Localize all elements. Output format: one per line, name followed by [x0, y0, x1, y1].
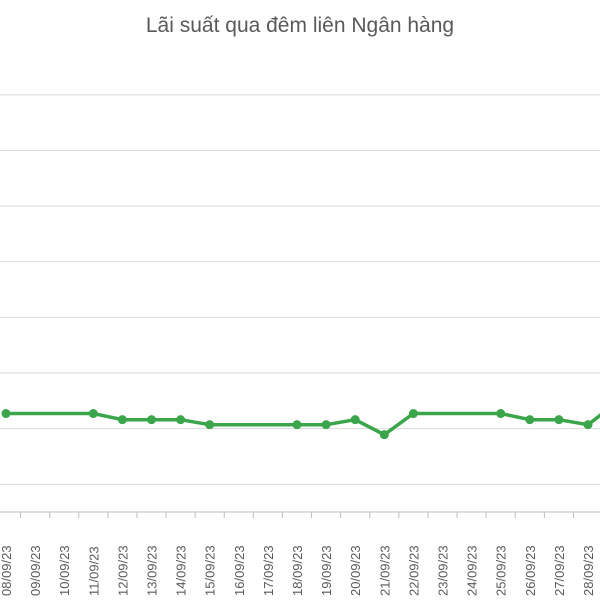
chart-title: Lãi suất qua đêm liên Ngân hàng	[145, 14, 455, 37]
data-point	[379, 430, 389, 440]
x-tick-label: 10/09/23	[57, 545, 72, 596]
x-tick-label: 18/09/23	[290, 545, 305, 596]
data-point	[88, 409, 98, 419]
x-tick-label: 24/09/23	[465, 545, 480, 596]
x-axis-ticks: 08/09/23 09/09/23 10/09/23 11/09/23 12/09/23…	[0, 512, 596, 596]
x-tick-label: 27/09/23	[552, 545, 567, 596]
data-point	[554, 415, 564, 425]
data-point	[350, 415, 360, 425]
x-tick-label: 13/09/23	[145, 545, 160, 596]
data-point	[321, 420, 331, 430]
data-point	[1, 409, 11, 419]
x-tick-label: 09/09/23	[28, 545, 43, 596]
data-point	[496, 409, 506, 419]
x-tick-label: 15/09/23	[203, 545, 218, 596]
x-tick-label: 19/09/23	[319, 545, 334, 596]
data-point	[525, 415, 535, 425]
x-tick-label: 21/09/23	[377, 545, 392, 596]
x-tick-label: 11/09/23	[86, 546, 101, 596]
x-tick-label: 25/09/23	[494, 545, 509, 596]
data-point	[292, 420, 302, 430]
x-tick-label: 26/09/23	[523, 545, 538, 596]
x-tick-label: 16/09/23	[232, 545, 247, 596]
x-tick-label: 20/09/23	[348, 545, 363, 596]
x-tick-label: 28/09/23	[581, 545, 596, 596]
x-tick-label: 14/09/23	[174, 545, 189, 596]
x-tick-label: 12/09/23	[115, 545, 130, 596]
data-point	[147, 415, 156, 425]
x-tick-label: 23/09/23	[436, 545, 451, 596]
gridlines	[0, 94, 600, 485]
data-point	[205, 420, 215, 430]
data-point	[583, 420, 593, 430]
x-tick-label: 17/09/23	[261, 545, 276, 596]
x-tick-label: 08/09/23	[0, 545, 14, 596]
data-point	[408, 409, 418, 419]
x-tick-label: 22/09/23	[406, 545, 421, 596]
data-point	[176, 415, 186, 425]
series-line	[4, 411, 600, 437]
data-point	[117, 415, 127, 425]
